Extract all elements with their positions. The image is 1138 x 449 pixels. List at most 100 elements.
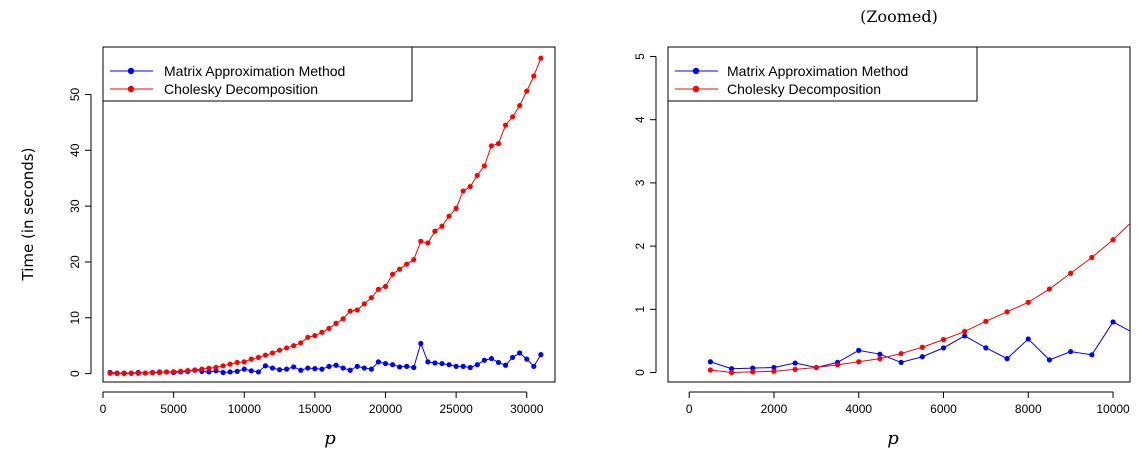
data-point-cholesky <box>305 334 311 340</box>
data-point-matrix <box>460 363 466 369</box>
data-point-cholesky <box>495 140 502 147</box>
data-point-cholesky <box>1004 309 1010 315</box>
data-point-cholesky <box>156 369 163 376</box>
data-point-matrix <box>389 362 396 368</box>
data-point-matrix <box>404 363 410 369</box>
data-point-cholesky <box>439 223 445 229</box>
data-point-matrix <box>319 366 325 372</box>
data-point-cholesky <box>368 295 374 301</box>
data-point-cholesky <box>813 364 819 371</box>
data-point-matrix <box>1025 336 1031 342</box>
data-point-cholesky <box>227 361 233 367</box>
data-point-cholesky <box>397 266 403 272</box>
data-point-cholesky <box>178 368 184 374</box>
x-tick-label: 0 <box>100 402 107 416</box>
data-point-matrix <box>510 354 516 361</box>
data-point-cholesky <box>333 320 339 326</box>
x-tick-label: 10000 <box>1096 402 1130 416</box>
data-point-cholesky <box>354 307 360 313</box>
data-point-matrix <box>538 352 544 358</box>
data-point-cholesky <box>121 370 127 377</box>
legend-label-cholesky: Cholesky Decomposition <box>727 81 881 97</box>
legend-box <box>102 46 413 102</box>
x-tick-label: 20000 <box>369 402 403 416</box>
data-point-matrix <box>298 367 304 373</box>
x-tick-label: 10000 <box>228 402 262 416</box>
y-tick-label: 2 <box>633 242 647 249</box>
legend: Matrix Approximation Method Cholesky Dec… <box>102 46 413 102</box>
data-point-matrix <box>234 368 240 374</box>
data-point-cholesky <box>877 356 883 362</box>
series-layer <box>107 55 544 377</box>
legend-marker-red <box>692 85 700 93</box>
y-tick-label: 30 <box>68 199 82 213</box>
data-point-cholesky <box>142 370 148 376</box>
data-point-cholesky <box>460 188 466 194</box>
data-point-matrix <box>382 360 389 367</box>
data-point-matrix <box>439 360 445 367</box>
data-point-cholesky <box>404 261 410 267</box>
legend-label-cholesky: Cholesky Decomposition <box>164 81 318 97</box>
full-range-panel: 0 5000 10000 15000 20000 25000 30000 0 10 20 30 40… <box>19 46 556 449</box>
data-point-cholesky <box>1089 254 1095 261</box>
y-tick-label: 50 <box>68 87 82 101</box>
data-point-cholesky <box>163 369 170 375</box>
x-axis-title: p <box>324 428 336 449</box>
data-point-matrix <box>1068 349 1074 355</box>
data-point-cholesky <box>220 363 226 369</box>
data-point-cholesky <box>792 366 798 372</box>
zoomed-title: (Zoomed) <box>860 7 938 26</box>
data-point-matrix <box>1089 352 1095 358</box>
data-point-cholesky <box>481 163 487 169</box>
data-point-matrix <box>467 364 473 371</box>
data-point-matrix <box>1004 356 1010 362</box>
data-point-cholesky <box>291 343 297 349</box>
data-point-cholesky <box>1110 237 1116 243</box>
data-point-matrix <box>220 369 226 376</box>
data-point-cholesky <box>510 114 516 120</box>
data-point-cholesky <box>411 257 417 263</box>
data-point-cholesky <box>467 183 473 190</box>
x-tick-label: 6000 <box>930 402 957 416</box>
data-point-cholesky <box>248 356 254 362</box>
y-tick-label: 0 <box>68 370 82 377</box>
data-point-matrix <box>898 359 904 366</box>
y-axis: 0 1 2 3 4 5 <box>633 53 657 376</box>
data-point-matrix <box>411 364 417 371</box>
data-point-cholesky <box>135 370 141 376</box>
data-point-matrix <box>983 345 989 351</box>
data-point-matrix <box>255 369 261 375</box>
data-point-matrix <box>227 369 233 375</box>
data-point-matrix <box>495 359 502 366</box>
data-point-matrix <box>368 366 374 372</box>
data-point-cholesky <box>425 240 431 246</box>
x-tick-label: 8000 <box>1015 402 1042 416</box>
data-point-matrix <box>248 368 254 374</box>
data-point-cholesky <box>750 369 756 375</box>
x-axis: 0 5000 10000 15000 20000 25000 30000 <box>100 391 544 416</box>
data-point-matrix <box>269 365 276 371</box>
data-point-cholesky <box>418 238 424 244</box>
data-point-cholesky <box>940 337 947 343</box>
data-point-matrix <box>919 354 925 360</box>
data-point-matrix <box>750 365 756 371</box>
data-point-matrix <box>347 367 353 373</box>
data-point-matrix <box>284 366 290 372</box>
data-point-cholesky <box>524 88 530 94</box>
data-point-cholesky <box>255 354 261 361</box>
data-point-cholesky <box>269 350 276 356</box>
legend-marker-blue <box>692 67 700 75</box>
data-point-matrix <box>375 359 382 365</box>
data-point-matrix <box>481 357 487 363</box>
data-point-matrix <box>241 366 247 372</box>
data-point-cholesky <box>262 352 269 358</box>
data-point-matrix <box>962 333 968 339</box>
data-point-matrix <box>488 355 495 362</box>
data-point-cholesky <box>1068 270 1074 276</box>
data-point-cholesky <box>531 73 537 79</box>
data-point-cholesky <box>347 308 353 314</box>
data-point-cholesky <box>284 345 290 351</box>
y-tick-label: 20 <box>68 255 82 269</box>
data-point-cholesky <box>502 122 509 128</box>
data-point-matrix <box>1132 331 1137 336</box>
